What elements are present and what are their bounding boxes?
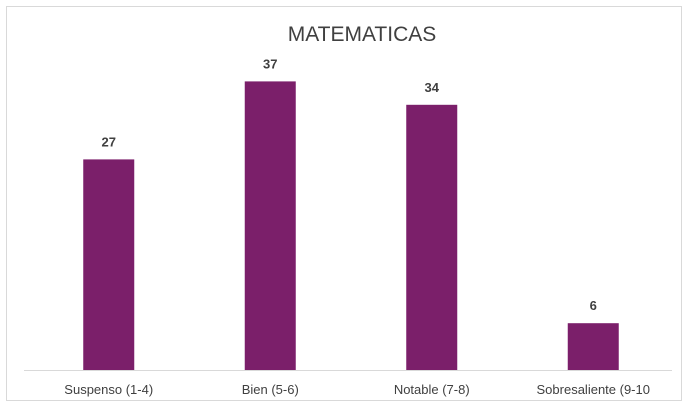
- bar-2: [244, 81, 296, 371]
- data-label-1: 27: [102, 134, 116, 149]
- bar-3: [406, 104, 458, 371]
- data-label-4: 6: [590, 298, 597, 313]
- data-label-2: 37: [263, 56, 277, 71]
- bars-group: [83, 81, 619, 371]
- x-tick-labels-group: Suspenso (1-4) Bien (5-6) Notable (7-8) Sob…: [64, 382, 650, 397]
- x-tick-label-3: Notable (7-8): [394, 382, 470, 397]
- x-tick-label-1: Suspenso (1-4): [64, 382, 153, 397]
- chart-title: MATEMATICAS: [288, 23, 437, 46]
- data-label-3: 34: [425, 80, 440, 95]
- bar-4: [567, 323, 619, 370]
- bar-1: [83, 159, 135, 370]
- x-tick-label-2: Bien (5-6): [242, 382, 299, 397]
- data-labels-group: 27 37 34 6: [102, 56, 597, 313]
- x-tick-label-4: Sobresaliente (9-10: [537, 382, 650, 397]
